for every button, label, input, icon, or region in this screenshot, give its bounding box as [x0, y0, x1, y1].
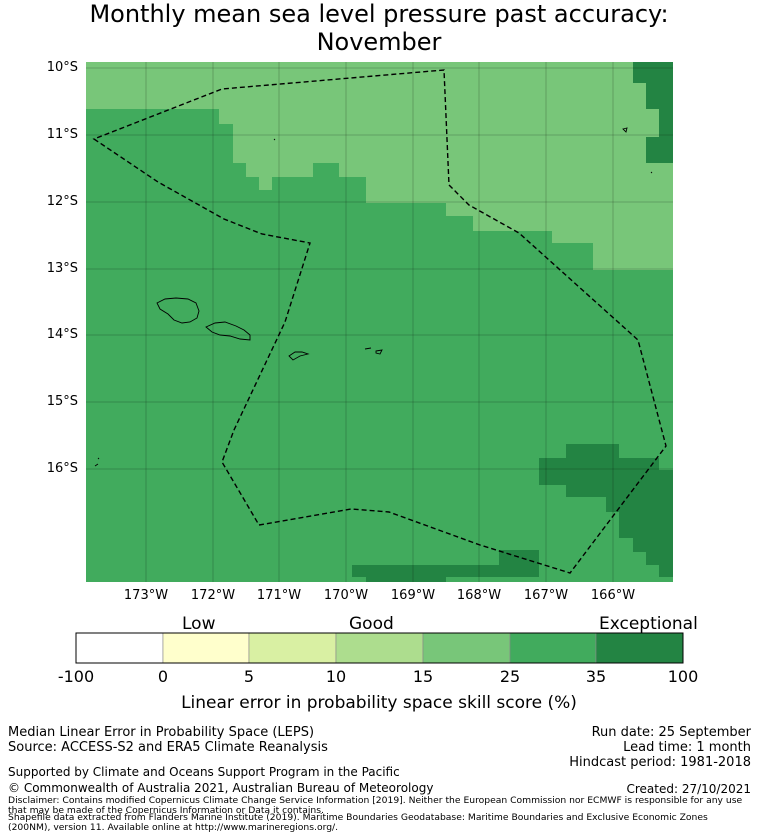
- cb-tick-35: 35: [585, 667, 607, 686]
- swatch-25-35: [509, 632, 597, 664]
- swains-island: [273, 138, 276, 141]
- upolu-island: [205, 321, 251, 341]
- x-tick-171w: 171°W: [256, 588, 302, 603]
- title-line-1: Monthly mean sea level pressure past acc…: [89, 0, 669, 28]
- x-tick-167w: 167°W: [523, 588, 569, 603]
- west-islet: [94, 457, 100, 467]
- footer-shapefile: Shapefile data extracted from Flanders M…: [8, 812, 708, 833]
- cb-tick-15: 15: [412, 667, 434, 686]
- colorbar: [75, 632, 684, 664]
- footer-run-date: Run date: 25 September: [591, 725, 751, 740]
- x-tick-168w: 168°W: [456, 588, 502, 603]
- x-tick-169w: 169°W: [390, 588, 436, 603]
- coastlines: [94, 127, 653, 467]
- footer-hindcast: Hindcast period: 1981-2018: [569, 755, 751, 770]
- cb-tick-5: 5: [243, 667, 255, 686]
- footer-created: Created: 27/10/2021: [626, 782, 751, 796]
- y-tick-16s: 16°S: [46, 461, 78, 476]
- y-tick-13s: 13°S: [46, 261, 78, 276]
- swatch-35-100: [595, 632, 684, 664]
- legend-low: Low: [182, 614, 216, 634]
- cb-tick-25: 25: [499, 667, 521, 686]
- tutuila-island: [288, 351, 310, 361]
- manua-islands: [364, 347, 383, 355]
- savaii-island: [156, 297, 200, 324]
- cb-tick-neg100: -100: [57, 667, 95, 686]
- cb-tick-100: 100: [667, 667, 699, 686]
- colorbar-title: Linear error in probability space skill …: [181, 693, 577, 713]
- swatch-0-5: [162, 632, 250, 664]
- x-tick-172w: 172°W: [190, 588, 236, 603]
- tokelau-atoll: [622, 127, 628, 133]
- y-tick-10s: 10°S: [46, 60, 78, 75]
- graticule: [86, 62, 673, 582]
- colorbar-swatches: [75, 632, 684, 664]
- colorbar-outline: [75, 632, 684, 664]
- x-tick-166w: 166°W: [590, 588, 636, 603]
- field-dark-south: [352, 550, 539, 582]
- swatch-5-10: [248, 632, 337, 664]
- x-tick-170w: 170°W: [323, 588, 369, 603]
- skill-field: [86, 62, 673, 582]
- y-tick-11s: 11°S: [46, 127, 78, 142]
- swatch-15-25: [422, 632, 511, 664]
- footer-disclaimer: Disclaimer: Contains modified Copernicus…: [8, 795, 743, 816]
- map-title: Monthly mean sea level pressure past acc…: [0, 0, 758, 56]
- eez-boundary: [92, 69, 667, 574]
- legend-good: Good: [349, 614, 394, 634]
- y-tick-12s: 12°S: [46, 194, 78, 209]
- east-islet: [650, 171, 653, 174]
- cb-tick-0: 0: [157, 667, 169, 686]
- swatch-neg100-0: [75, 632, 164, 664]
- footer-metric: Median Linear Error in Probability Space…: [8, 725, 315, 740]
- y-tick-14s: 14°S: [46, 327, 78, 342]
- field-light-north: [86, 62, 673, 270]
- footer-copyright: © Commonwealth of Australia 2021, Austra…: [8, 781, 434, 795]
- x-tick-173w: 173°W: [123, 588, 169, 603]
- swatch-10-15: [335, 632, 424, 664]
- field-dark-northeast: [633, 62, 673, 163]
- title-line-2: November: [316, 28, 442, 56]
- legend-exceptional: Exceptional: [599, 614, 698, 634]
- footer-lead-time: Lead time: 1 month: [623, 740, 751, 755]
- field-dark-southeast: [539, 444, 673, 577]
- footer-source: Source: ACCESS-S2 and ERA5 Climate Reana…: [8, 740, 328, 755]
- footer-support: Supported by Climate and Oceans Support …: [8, 765, 400, 779]
- y-tick-15s: 15°S: [46, 394, 78, 409]
- cb-tick-10: 10: [325, 667, 347, 686]
- map-plot: [86, 62, 673, 582]
